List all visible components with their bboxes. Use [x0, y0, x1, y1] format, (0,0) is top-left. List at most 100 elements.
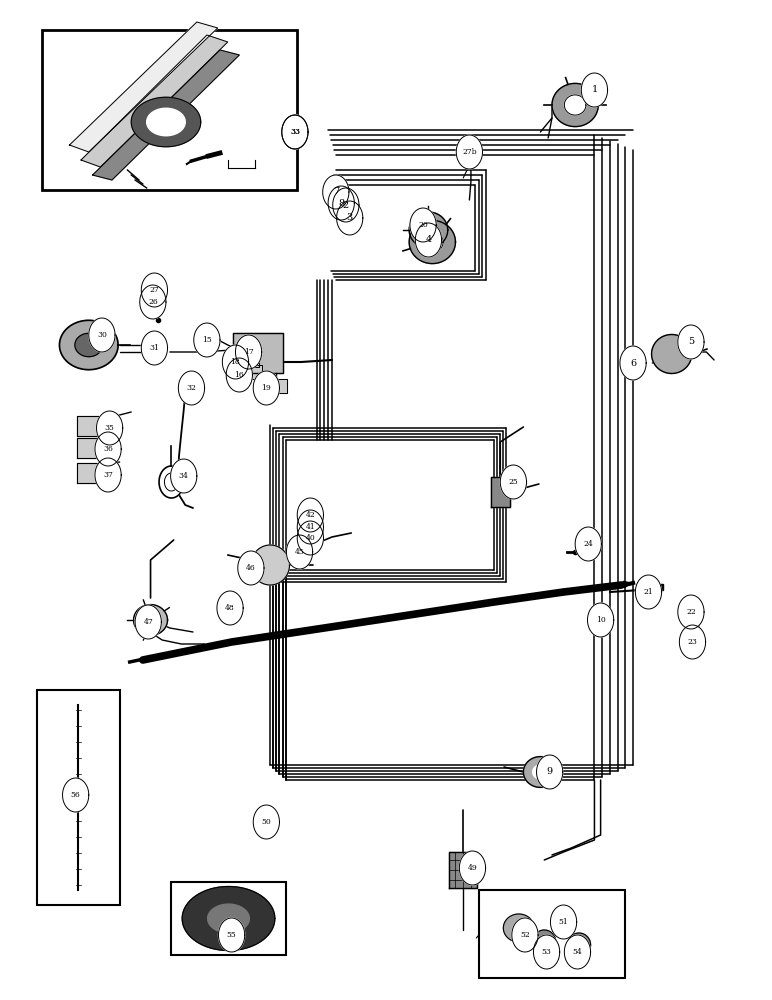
- Text: 51: 51: [559, 918, 568, 926]
- Polygon shape: [409, 220, 455, 264]
- Polygon shape: [233, 333, 283, 373]
- Polygon shape: [533, 765, 548, 779]
- Text: 1: 1: [591, 86, 598, 95]
- Text: 15: 15: [202, 336, 212, 344]
- Text: 24: 24: [584, 540, 593, 548]
- Polygon shape: [564, 935, 591, 969]
- Bar: [479, 890, 625, 978]
- Text: 20: 20: [418, 221, 428, 229]
- Polygon shape: [620, 346, 646, 380]
- Text: 5: 5: [688, 338, 694, 347]
- Polygon shape: [238, 551, 264, 585]
- Text: 26: 26: [148, 298, 157, 306]
- Polygon shape: [208, 904, 249, 933]
- Polygon shape: [140, 285, 166, 319]
- Polygon shape: [297, 498, 323, 532]
- Text: 33: 33: [290, 128, 300, 136]
- Polygon shape: [131, 97, 201, 147]
- Polygon shape: [415, 223, 442, 257]
- Polygon shape: [171, 459, 197, 493]
- Polygon shape: [226, 358, 252, 392]
- Polygon shape: [567, 933, 591, 957]
- Polygon shape: [95, 458, 121, 492]
- Polygon shape: [503, 914, 534, 942]
- Polygon shape: [410, 208, 436, 242]
- Polygon shape: [635, 575, 662, 609]
- Text: 10: 10: [596, 616, 605, 624]
- Text: 16: 16: [235, 371, 244, 379]
- Text: 54: 54: [573, 948, 582, 956]
- Polygon shape: [409, 212, 448, 248]
- Text: 9: 9: [547, 768, 553, 776]
- Text: 33: 33: [290, 128, 300, 136]
- Text: 3: 3: [347, 214, 353, 223]
- Text: 23: 23: [688, 638, 697, 646]
- Text: 27: 27: [150, 286, 159, 294]
- Polygon shape: [234, 353, 259, 367]
- Text: 19: 19: [262, 384, 271, 392]
- Polygon shape: [550, 905, 577, 939]
- Polygon shape: [449, 852, 477, 888]
- Text: 4: 4: [425, 235, 432, 244]
- Text: 31: 31: [150, 344, 159, 352]
- Text: 34: 34: [179, 472, 188, 480]
- Polygon shape: [323, 175, 349, 209]
- Polygon shape: [147, 108, 185, 136]
- Polygon shape: [533, 935, 560, 969]
- Polygon shape: [282, 115, 308, 149]
- Polygon shape: [678, 595, 704, 629]
- Polygon shape: [178, 371, 205, 405]
- Polygon shape: [75, 333, 103, 357]
- Polygon shape: [93, 50, 239, 180]
- Polygon shape: [523, 757, 557, 787]
- Polygon shape: [678, 325, 704, 359]
- Polygon shape: [96, 411, 123, 445]
- Polygon shape: [134, 605, 168, 635]
- Polygon shape: [194, 323, 220, 357]
- Text: 42: 42: [306, 511, 315, 519]
- Text: 46: 46: [246, 564, 256, 572]
- Polygon shape: [652, 335, 692, 373]
- Polygon shape: [533, 930, 556, 954]
- Polygon shape: [63, 778, 89, 812]
- Text: 52: 52: [520, 931, 530, 939]
- Polygon shape: [141, 273, 168, 307]
- Text: 53: 53: [542, 948, 551, 956]
- Polygon shape: [564, 95, 586, 115]
- Polygon shape: [89, 318, 115, 352]
- Polygon shape: [253, 805, 279, 839]
- Text: 7: 7: [333, 188, 339, 196]
- Bar: [42, 30, 297, 190]
- Polygon shape: [552, 83, 598, 127]
- Polygon shape: [282, 115, 308, 149]
- Text: 18: 18: [231, 358, 240, 366]
- Text: 25: 25: [509, 478, 518, 486]
- Polygon shape: [182, 887, 275, 950]
- Text: 48: 48: [225, 604, 235, 612]
- Polygon shape: [581, 73, 608, 107]
- Polygon shape: [77, 416, 99, 436]
- Polygon shape: [77, 463, 99, 483]
- Polygon shape: [591, 610, 611, 625]
- Text: 22: 22: [686, 608, 696, 616]
- Text: 49: 49: [468, 864, 477, 872]
- Polygon shape: [537, 755, 563, 789]
- Polygon shape: [286, 535, 313, 569]
- Polygon shape: [297, 510, 323, 544]
- Text: 55: 55: [227, 931, 236, 939]
- Polygon shape: [77, 438, 99, 458]
- Polygon shape: [297, 521, 323, 555]
- Bar: [37, 690, 120, 905]
- Polygon shape: [222, 345, 249, 379]
- Text: 50: 50: [262, 818, 271, 826]
- Polygon shape: [333, 188, 359, 222]
- Text: 21: 21: [644, 588, 653, 596]
- Text: 30: 30: [97, 331, 107, 339]
- Text: 36: 36: [103, 445, 113, 453]
- Polygon shape: [337, 201, 363, 235]
- Polygon shape: [81, 35, 228, 167]
- Polygon shape: [679, 625, 706, 659]
- Text: 35: 35: [105, 424, 114, 432]
- Polygon shape: [253, 371, 279, 405]
- Polygon shape: [238, 365, 262, 379]
